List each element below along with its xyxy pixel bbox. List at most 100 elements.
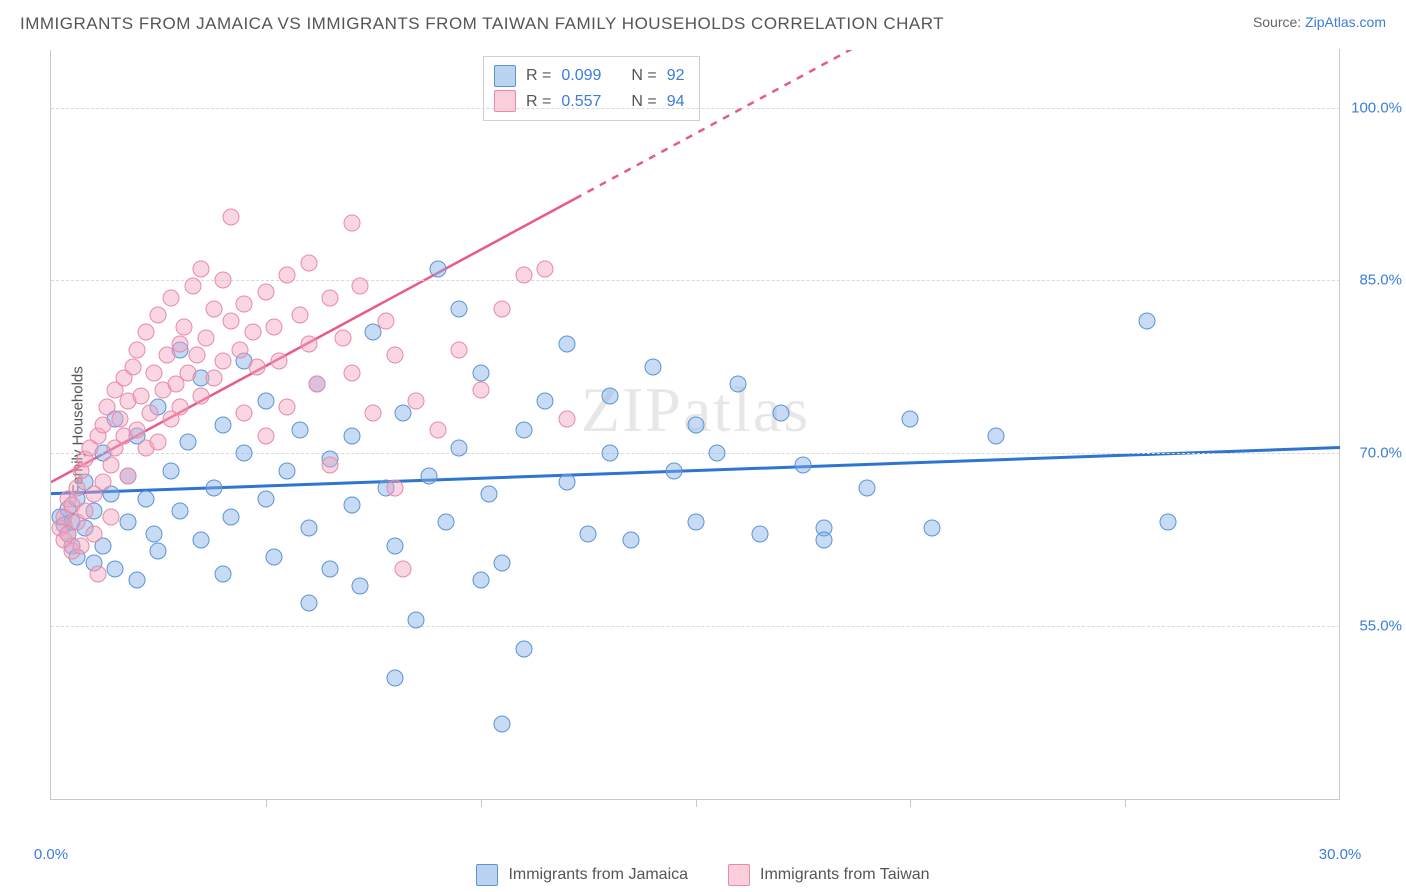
data-point xyxy=(244,324,261,341)
x-minor-tick xyxy=(266,799,267,807)
data-point xyxy=(730,376,747,393)
y-tick-label: 55.0% xyxy=(1359,618,1402,635)
r-value: 0.557 xyxy=(561,89,601,115)
y-tick-label: 100.0% xyxy=(1351,99,1402,116)
r-label: R = xyxy=(526,63,551,89)
gridline xyxy=(51,280,1340,281)
data-point xyxy=(257,393,274,410)
data-point xyxy=(623,531,640,548)
data-point xyxy=(421,468,438,485)
data-point xyxy=(343,428,360,445)
data-point xyxy=(386,670,403,687)
data-point xyxy=(472,364,489,381)
data-point xyxy=(133,387,150,404)
data-point xyxy=(266,549,283,566)
data-point xyxy=(343,497,360,514)
data-point xyxy=(163,289,180,306)
data-point xyxy=(472,572,489,589)
right-axis-rule xyxy=(1339,49,1340,799)
legend-item-jamaica: Immigrants from Jamaica xyxy=(476,864,688,886)
data-point xyxy=(206,370,223,387)
data-point xyxy=(223,312,240,329)
n-label: N = xyxy=(631,89,656,115)
data-point xyxy=(279,266,296,283)
data-point xyxy=(90,566,107,583)
data-point xyxy=(68,479,85,496)
data-point xyxy=(137,324,154,341)
data-point xyxy=(270,353,287,370)
data-point xyxy=(171,335,188,352)
data-point xyxy=(150,307,167,324)
data-point xyxy=(77,502,94,519)
data-point xyxy=(223,508,240,525)
data-point xyxy=(206,479,223,496)
data-point xyxy=(558,474,575,491)
data-point xyxy=(537,260,554,277)
data-point xyxy=(94,416,111,433)
data-point xyxy=(137,491,154,508)
data-point xyxy=(107,560,124,577)
data-point xyxy=(451,341,468,358)
data-point xyxy=(386,537,403,554)
data-point xyxy=(515,422,532,439)
data-point xyxy=(176,318,193,335)
data-point xyxy=(451,301,468,318)
data-point xyxy=(141,404,158,421)
data-point xyxy=(352,577,369,594)
scatter-plot: ZIPatlas R = 0.099 N = 92 R = 0.557 N = … xyxy=(50,50,1340,800)
x-minor-tick xyxy=(696,799,697,807)
data-point xyxy=(794,456,811,473)
data-point xyxy=(292,307,309,324)
data-point xyxy=(988,428,1005,445)
data-point xyxy=(687,416,704,433)
y-tick-label: 70.0% xyxy=(1359,445,1402,462)
data-point xyxy=(322,456,339,473)
x-minor-tick xyxy=(910,799,911,807)
data-point xyxy=(214,353,231,370)
data-point xyxy=(223,209,240,226)
data-point xyxy=(451,439,468,456)
data-point xyxy=(923,520,940,537)
legend-item-taiwan: Immigrants from Taiwan xyxy=(728,864,930,886)
data-point xyxy=(708,445,725,462)
data-point xyxy=(300,335,317,352)
swatch-pink-icon xyxy=(728,864,750,886)
data-point xyxy=(408,393,425,410)
data-point xyxy=(292,422,309,439)
data-point xyxy=(438,514,455,531)
data-point xyxy=(163,462,180,479)
data-point xyxy=(232,341,249,358)
data-point xyxy=(180,433,197,450)
data-point xyxy=(120,514,137,531)
data-point xyxy=(343,214,360,231)
legend-row-taiwan: R = 0.557 N = 94 xyxy=(494,89,685,115)
source-prefix: Source: xyxy=(1253,14,1305,30)
data-point xyxy=(580,525,597,542)
data-point xyxy=(103,456,120,473)
r-value: 0.099 xyxy=(561,63,601,89)
data-point xyxy=(395,560,412,577)
n-value: 92 xyxy=(667,63,685,89)
data-point xyxy=(257,284,274,301)
data-point xyxy=(150,543,167,560)
data-point xyxy=(128,422,145,439)
data-point xyxy=(515,266,532,283)
data-point xyxy=(386,347,403,364)
gridline xyxy=(51,626,1340,627)
source-link[interactable]: ZipAtlas.com xyxy=(1305,14,1386,30)
data-point xyxy=(146,364,163,381)
data-point xyxy=(236,445,253,462)
data-point xyxy=(257,491,274,508)
gridline xyxy=(51,108,1340,109)
data-point xyxy=(408,612,425,629)
legend-label: Immigrants from Taiwan xyxy=(760,866,930,884)
swatch-blue-icon xyxy=(476,864,498,886)
data-point xyxy=(751,525,768,542)
data-point xyxy=(257,428,274,445)
data-point xyxy=(193,531,210,548)
chart-title: IMMIGRANTS FROM JAMAICA VS IMMIGRANTS FR… xyxy=(20,14,944,34)
x-minor-tick xyxy=(1125,799,1126,807)
data-point xyxy=(266,318,283,335)
r-label: R = xyxy=(526,89,551,115)
data-point xyxy=(180,364,197,381)
